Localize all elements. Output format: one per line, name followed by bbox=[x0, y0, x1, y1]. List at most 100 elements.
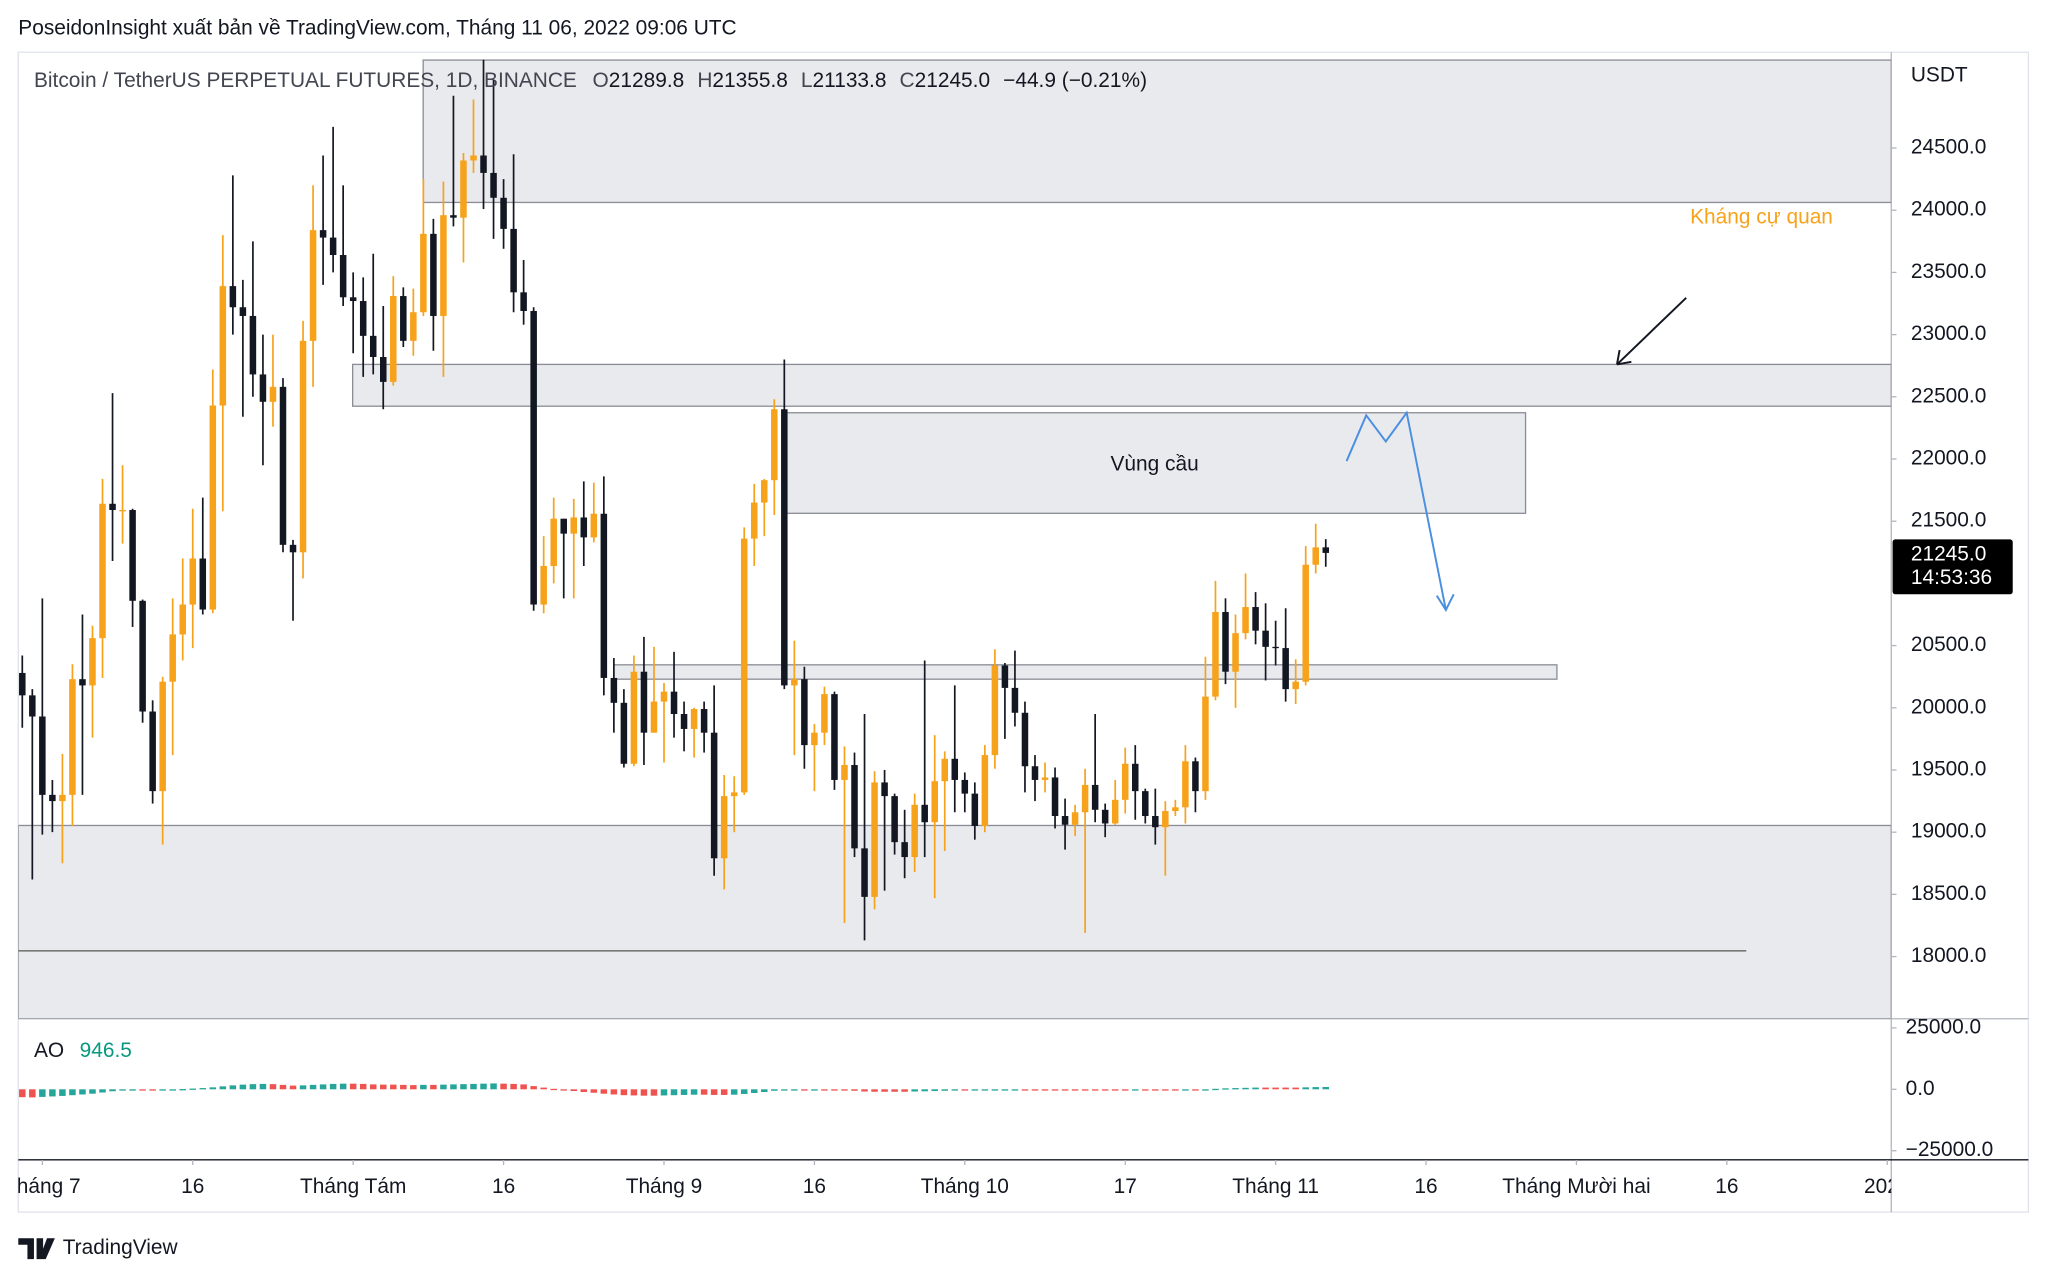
candle-body bbox=[921, 804, 928, 823]
zone bbox=[613, 664, 1558, 680]
indicator-bar bbox=[219, 1086, 227, 1090]
candle-body bbox=[700, 709, 708, 733]
y-tick-label: 25000.0 bbox=[1906, 1015, 1981, 1038]
candle-body bbox=[781, 409, 788, 686]
candle-body bbox=[329, 237, 337, 256]
y-tick-label: 22500.0 bbox=[1911, 384, 1986, 407]
candle-body bbox=[470, 155, 477, 161]
indicator-bar bbox=[700, 1089, 708, 1095]
indicator-bar bbox=[560, 1089, 567, 1091]
indicator-bar bbox=[600, 1089, 608, 1094]
indicator-bar bbox=[490, 1083, 497, 1090]
low-value: 21133.8 bbox=[813, 68, 887, 91]
indicator-bar bbox=[530, 1086, 537, 1090]
candle-body bbox=[1061, 816, 1069, 825]
x-tick-label: 16 bbox=[803, 1175, 826, 1198]
projection-path bbox=[1345, 410, 1447, 611]
candle-body bbox=[801, 679, 808, 746]
indicator-bar bbox=[1152, 1089, 1159, 1091]
indicator-bar bbox=[269, 1084, 277, 1090]
y-tick-label: 19500.0 bbox=[1911, 758, 1986, 781]
candle-body bbox=[349, 297, 357, 302]
candle-body bbox=[1292, 681, 1299, 690]
indicator-bar bbox=[379, 1084, 387, 1090]
candle-body bbox=[59, 794, 66, 802]
y-tick-label: 20500.0 bbox=[1911, 633, 1986, 656]
indicator-bar bbox=[630, 1089, 638, 1096]
indicator-bar bbox=[249, 1084, 257, 1090]
indicator-bar bbox=[891, 1089, 898, 1092]
indicator-bars bbox=[19, 1083, 1330, 1098]
candle-body bbox=[550, 518, 557, 566]
drawings bbox=[18, 59, 1892, 1019]
candle-body bbox=[1252, 607, 1259, 631]
candle-body bbox=[520, 292, 527, 311]
candle-body bbox=[951, 758, 959, 780]
y-tick-label: 23500.0 bbox=[1911, 260, 1986, 283]
candle-body bbox=[109, 503, 116, 511]
indicator-bar bbox=[209, 1087, 217, 1090]
symbol: Bitcoin / TetherUS PERPETUAL FUTURES, 1D… bbox=[34, 68, 577, 91]
indicator-bar bbox=[1031, 1089, 1039, 1091]
indicator-bar bbox=[1312, 1087, 1319, 1090]
demand-zone-label: Vùng cầu bbox=[1111, 452, 1199, 475]
candle-body bbox=[299, 340, 307, 553]
indicator-bar bbox=[1182, 1089, 1189, 1091]
candle-body bbox=[1152, 816, 1159, 828]
candle-body bbox=[861, 848, 868, 897]
brand-name: TradingView bbox=[63, 1236, 179, 1259]
candle-body bbox=[179, 604, 186, 635]
candle-body bbox=[139, 600, 146, 712]
indicator-bar bbox=[1292, 1087, 1299, 1090]
indicator-bar bbox=[540, 1087, 547, 1090]
candle-body bbox=[359, 301, 367, 336]
candle-body bbox=[1312, 547, 1319, 565]
indicator-bar bbox=[881, 1089, 888, 1092]
y-tick-label: 24500.0 bbox=[1911, 136, 1986, 159]
x-tick-label: 2023 bbox=[1864, 1175, 1910, 1198]
indicator-bar bbox=[199, 1088, 207, 1090]
indicator-bar bbox=[480, 1083, 487, 1090]
indicator-bar bbox=[1232, 1088, 1239, 1090]
candle-body bbox=[369, 335, 377, 358]
indicator-bar bbox=[670, 1089, 678, 1096]
indicator-bar bbox=[19, 1089, 26, 1098]
annotations: Vùng cầu Kháng cự quan bbox=[1111, 206, 1833, 612]
candle-body bbox=[981, 755, 989, 826]
indicator-bar bbox=[279, 1084, 287, 1090]
indicator-bar bbox=[750, 1089, 758, 1093]
candle-body bbox=[881, 782, 888, 797]
candle-body bbox=[410, 312, 417, 341]
indicator-bar bbox=[1242, 1087, 1249, 1090]
indicator-bar bbox=[821, 1089, 828, 1091]
candle-body bbox=[99, 503, 106, 639]
x-tick-label: Tháng Tám bbox=[300, 1175, 406, 1198]
candle-body bbox=[339, 255, 347, 298]
indicator-bar bbox=[1001, 1089, 1009, 1091]
indicator-bar bbox=[1212, 1088, 1219, 1091]
candle-body bbox=[1001, 665, 1009, 688]
indicator-bar bbox=[911, 1089, 918, 1092]
indicator-bar bbox=[1142, 1089, 1149, 1091]
indicator-bar bbox=[129, 1089, 136, 1091]
x-tick-label: 16 bbox=[492, 1175, 515, 1198]
candle-body bbox=[1302, 564, 1309, 682]
candle-body bbox=[430, 233, 437, 316]
indicator-bar bbox=[49, 1089, 56, 1097]
countdown-label: 14:53:36 bbox=[1911, 566, 1992, 589]
candle-body bbox=[69, 679, 76, 795]
candle-body bbox=[149, 711, 156, 792]
open-value: 21289.8 bbox=[609, 68, 684, 91]
indicator-bar bbox=[119, 1089, 126, 1091]
indicator-bar bbox=[299, 1085, 307, 1090]
indicator-bar bbox=[460, 1084, 467, 1090]
indicator-bar bbox=[189, 1088, 197, 1090]
indicator-bar bbox=[309, 1084, 317, 1090]
indicator-value: 946.5 bbox=[80, 1039, 132, 1062]
candle-body bbox=[189, 558, 197, 605]
indicator-bar bbox=[39, 1089, 46, 1097]
candle-body bbox=[390, 296, 397, 382]
candles bbox=[19, 59, 1330, 941]
y-tick-label: 19000.0 bbox=[1911, 820, 1986, 843]
